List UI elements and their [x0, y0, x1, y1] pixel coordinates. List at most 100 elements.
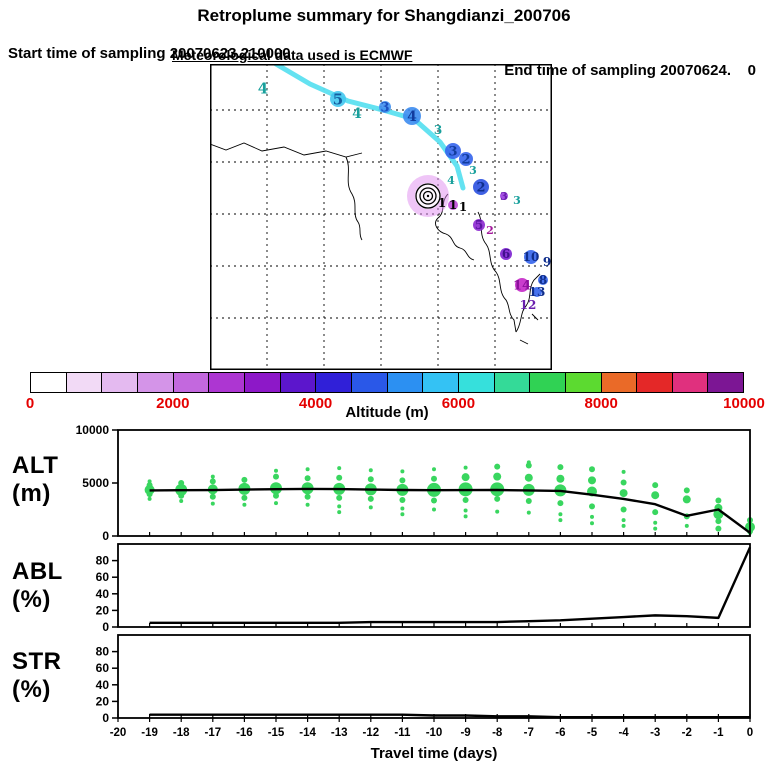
altitude-dot	[337, 504, 342, 509]
cluster-marker: 1	[459, 200, 467, 214]
colorbar-segment	[708, 373, 744, 392]
abl-panel: 0 20 40 60 80	[96, 543, 752, 634]
x-tick-label: -3	[650, 727, 660, 739]
met-data-line: Meteorological data used is ECMWF	[172, 47, 413, 63]
x-tick-label: -11	[394, 727, 411, 739]
coastline-path	[345, 156, 363, 241]
altitude-dot	[304, 475, 311, 482]
source-ring	[415, 183, 441, 209]
cluster-dot	[532, 287, 542, 297]
x-tick-label: -5	[587, 727, 598, 739]
colorbar-tick: 4000	[298, 395, 333, 412]
map-border	[210, 64, 552, 370]
altitude-dot	[210, 474, 215, 479]
colorbar-segment	[137, 373, 174, 392]
altitude-dot	[653, 526, 658, 531]
cluster-marker: 3	[379, 101, 391, 116]
altitude-colorbar	[30, 372, 744, 393]
altitude-dot	[557, 500, 564, 507]
cluster-number: 2	[486, 224, 494, 237]
altitude-dot	[274, 468, 278, 473]
x-tick-label: -2	[682, 727, 692, 739]
altitude-dot	[463, 508, 468, 513]
colorbar-tick-labels: 0 2000 4000 6000 8000 10000	[0, 395, 768, 413]
altitude-dot	[619, 489, 628, 498]
cluster-marker: 8	[538, 273, 548, 287]
altitude-dot	[273, 492, 279, 499]
x-tick-label: -13	[331, 727, 348, 739]
colorbar-tick: 10000	[723, 395, 765, 412]
str-panel-title: STR	[12, 648, 62, 675]
colorbar-segment	[280, 373, 317, 392]
cluster-dot	[538, 275, 548, 285]
str-mean-line	[149, 713, 750, 719]
cluster-marker: 9	[543, 255, 551, 269]
cluster-marker: 4	[447, 174, 455, 187]
x-tick-label: -12	[362, 727, 379, 739]
cluster-number: 4	[352, 106, 362, 122]
x-tick-label: -9	[460, 727, 470, 739]
cluster-number: 3	[448, 145, 457, 160]
abl-panel-title: ABL	[12, 558, 63, 585]
altitude-dot	[461, 473, 470, 482]
altitude-dot	[305, 467, 310, 472]
altitude-dot	[621, 523, 626, 528]
coastline-path	[519, 339, 529, 345]
colorbar-axis-label: Altitude (m)	[345, 404, 429, 421]
x-tick-label: -4	[618, 727, 629, 739]
altitude-dot	[147, 496, 152, 501]
coastline-path	[435, 193, 475, 261]
colorbar-segment	[66, 373, 103, 392]
cluster-marker: 2	[473, 179, 489, 196]
cluster-marker: 13	[529, 285, 546, 299]
str-panel-unit: (%)	[12, 676, 51, 703]
colorbar-tick: 6000	[441, 395, 476, 412]
altitude-dot	[210, 501, 215, 506]
tick-label: 80	[96, 645, 110, 659]
colorbar-segment	[244, 373, 281, 392]
altitude-dot	[209, 493, 216, 500]
altitude-dot	[684, 523, 689, 528]
altitude-dot	[368, 505, 373, 510]
altitude-dot	[146, 491, 153, 498]
tick-label: 60	[96, 570, 110, 584]
cluster-number: 3	[500, 190, 508, 203]
x-tick-label: -18	[173, 727, 190, 739]
cluster-dot	[500, 192, 508, 200]
altitude-dot	[589, 466, 595, 473]
altitude-dot	[431, 497, 437, 504]
altitude-dot	[432, 467, 436, 472]
cluster-marker: 2	[459, 152, 473, 168]
cluster-dot	[445, 143, 461, 159]
cluster-dot	[524, 250, 538, 264]
cluster-number: 8	[539, 273, 547, 287]
cluster-number: 2	[476, 181, 485, 196]
altitude-dot	[558, 518, 563, 523]
cluster-dot	[473, 179, 489, 195]
altitude-dot	[336, 494, 343, 501]
cluster-marker: 4	[352, 106, 362, 122]
tick-label: 10000	[76, 423, 110, 437]
altitude-dot	[589, 503, 595, 510]
altitude-dot	[400, 469, 405, 474]
cluster-number: 9	[543, 255, 551, 269]
altitude-dot	[621, 518, 626, 523]
altitude-dot	[367, 476, 374, 483]
colorbar-segment	[637, 373, 673, 392]
altitude-dot	[495, 509, 500, 514]
cluster-number: 2	[461, 153, 470, 168]
colorbar-segment	[458, 373, 495, 392]
altitude-dot	[304, 493, 311, 500]
tick-label: 0	[102, 529, 109, 543]
cluster-marker: 5	[330, 90, 346, 108]
altitude-dots	[144, 460, 755, 535]
cluster-number: 13	[529, 285, 546, 299]
altitude-dot	[241, 476, 248, 483]
sampling-times-line: Start time of sampling 20070623.210000 E…	[0, 28, 768, 79]
altitude-dot	[337, 466, 342, 471]
colorbar-segment	[173, 373, 210, 392]
altitude-dot	[462, 496, 469, 503]
cluster-dot	[459, 152, 473, 166]
altitude-dot	[273, 473, 279, 480]
altitude-dot	[399, 496, 406, 503]
